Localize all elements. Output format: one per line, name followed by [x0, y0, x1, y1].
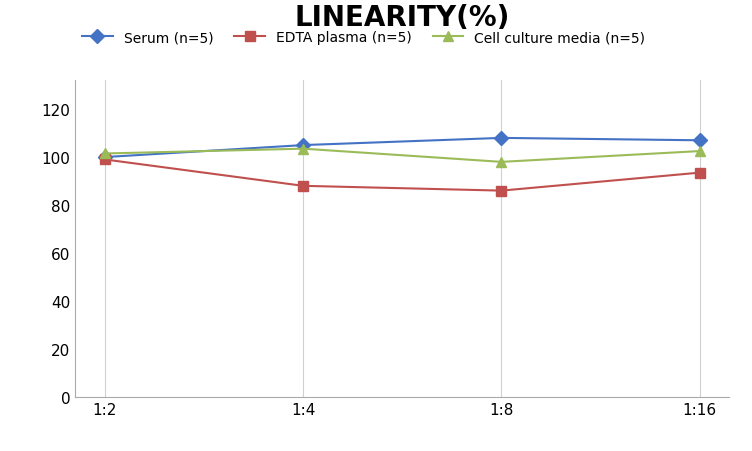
Line: EDTA plasma (n=5): EDTA plasma (n=5) — [100, 155, 705, 196]
Cell culture media (n=5) — [299, 147, 308, 152]
Line: Serum (n=5): Serum (n=5) — [100, 134, 705, 162]
EDTA plasma (n=5) — [695, 170, 704, 176]
Legend: Serum (n=5), EDTA plasma (n=5), Cell culture media (n=5): Serum (n=5), EDTA plasma (n=5), Cell cul… — [82, 31, 645, 45]
Cell culture media (n=5) — [497, 160, 506, 165]
Title: LINEARITY(%): LINEARITY(%) — [295, 4, 510, 32]
Serum (n=5) — [497, 136, 506, 141]
Serum (n=5) — [695, 138, 704, 144]
Serum (n=5) — [101, 155, 110, 161]
Cell culture media (n=5) — [695, 149, 704, 154]
EDTA plasma (n=5) — [101, 157, 110, 163]
Serum (n=5) — [299, 143, 308, 148]
Line: Cell culture media (n=5): Cell culture media (n=5) — [100, 144, 705, 167]
EDTA plasma (n=5) — [299, 184, 308, 189]
EDTA plasma (n=5) — [497, 189, 506, 194]
Cell culture media (n=5) — [101, 152, 110, 157]
